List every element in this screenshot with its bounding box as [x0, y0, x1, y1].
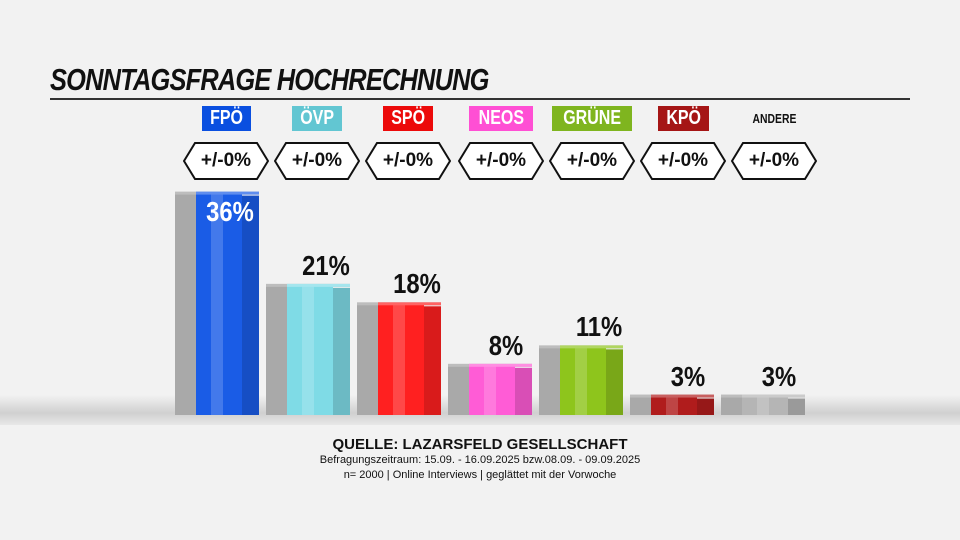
bar-side	[788, 398, 805, 415]
change-value: +/-0%	[657, 150, 709, 171]
bar-highlight	[575, 347, 587, 415]
party-badge: SPÖ	[383, 106, 434, 131]
bar-side	[606, 349, 623, 415]
bar-top	[469, 363, 532, 367]
party-name: GRÜNE	[563, 107, 622, 129]
party-badge: ANDERE	[743, 106, 806, 131]
party-badge: NEOS	[468, 106, 534, 131]
previous-bar	[357, 304, 381, 415]
bar-side	[515, 367, 532, 415]
change-value: +/-0%	[291, 150, 343, 171]
bar-highlight	[393, 304, 405, 415]
bar-side	[242, 195, 259, 415]
previous-bar	[266, 285, 290, 415]
value-label: 11%	[575, 311, 623, 343]
party-name: ÖVP	[300, 107, 335, 129]
change-indicator: +/-0%	[183, 142, 269, 180]
change-indicator: +/-0%	[458, 142, 544, 180]
hexagon-icon	[183, 142, 269, 180]
value-label: 3%	[670, 360, 706, 392]
bar-side	[697, 398, 714, 415]
previous-bar	[539, 347, 563, 415]
bar-highlight	[484, 365, 496, 415]
value-label: 18%	[393, 268, 441, 300]
title-divider	[50, 98, 910, 100]
hexagon-icon	[274, 142, 360, 180]
party-name: KPÖ	[665, 107, 701, 129]
hexagon-icon	[365, 142, 451, 180]
change-value: +/-0%	[475, 150, 527, 171]
bar-top	[378, 302, 441, 306]
change-value: +/-0%	[566, 150, 618, 171]
chart-title: SONNTAGSFRAGE HOCHRECHNUNG	[50, 62, 489, 97]
party-badge: ÖVP	[292, 106, 343, 131]
party-name: SPÖ	[391, 107, 426, 129]
previous-bar	[721, 396, 745, 415]
change-indicator: +/-0%	[274, 142, 360, 180]
previous-bar	[630, 396, 654, 415]
party-name: ANDERE	[751, 111, 796, 126]
bar-highlight	[757, 396, 769, 415]
bar-highlight	[666, 396, 678, 415]
hexagon-icon	[731, 142, 817, 180]
bar-top	[287, 283, 350, 287]
value-label: 3%	[761, 360, 797, 392]
bar-highlight	[211, 193, 223, 415]
source-label: QUELLE: LAZARSFELD GESELLSCHAFT	[332, 436, 628, 453]
bar-top	[651, 394, 714, 398]
survey-note: n= 2000 | Online Interviews | geglättet …	[343, 469, 617, 481]
bar-side	[333, 287, 350, 415]
party-name: FPÖ	[209, 107, 243, 129]
change-indicator: +/-0%	[365, 142, 451, 180]
hexagon-icon	[458, 142, 544, 180]
party-badge: GRÜNE	[552, 106, 633, 131]
value-label: 8%	[488, 329, 524, 361]
hexagon-icon	[640, 142, 726, 180]
previous-bar	[448, 365, 472, 415]
bar-side	[424, 306, 441, 415]
change-value: +/-0%	[200, 150, 252, 171]
bar-top	[742, 394, 805, 398]
change-indicator: +/-0%	[640, 142, 726, 180]
party-badge: FPÖ	[201, 106, 251, 131]
value-label: 21%	[302, 249, 350, 281]
party-badge: KPÖ	[657, 106, 709, 131]
change-indicator: +/-0%	[731, 142, 817, 180]
hexagon-icon	[549, 142, 635, 180]
party-name: NEOS	[478, 107, 524, 129]
value-label: 36%	[206, 195, 254, 227]
bar-highlight	[302, 285, 314, 415]
change-value: +/-0%	[382, 150, 434, 171]
change-value: +/-0%	[748, 150, 800, 171]
bar-top	[560, 345, 623, 349]
change-indicator: +/-0%	[549, 142, 635, 180]
bar-top	[196, 191, 259, 195]
survey-period: Befragungszeitraum: 15.09. - 16.09.2025 …	[319, 454, 641, 466]
previous-bar	[175, 193, 199, 415]
